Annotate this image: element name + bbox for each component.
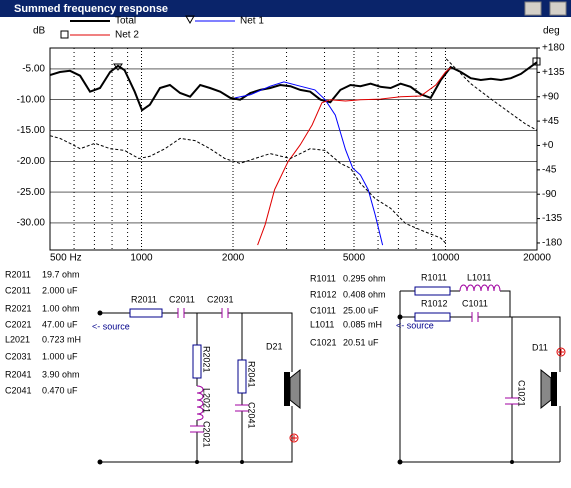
component-label: C2041 — [247, 402, 257, 429]
part-name: R1012 — [310, 289, 337, 299]
part-name: C2041 — [5, 385, 32, 395]
part-value: 2.000 uF — [42, 285, 78, 295]
part-value: 0.723 mH — [42, 334, 81, 344]
curve-marker — [532, 57, 541, 66]
schematic-left: R2011 C2011 C2031 R2021 L2021 C2021 R204… — [92, 294, 301, 465]
part-name: C2031 — [5, 351, 32, 361]
legend-label: Total — [115, 16, 136, 27]
driver-label: D11 — [532, 342, 548, 352]
source-label: <- source — [396, 320, 434, 330]
y2-tick-label: +135 — [542, 67, 565, 78]
legend-label: Net 1 — [240, 16, 264, 27]
driver-label: D21 — [266, 341, 283, 351]
x-tick-label: 20000 — [523, 253, 551, 264]
x-tick-label: 1000 — [130, 253, 153, 264]
y-tick-label: -25.00 — [17, 187, 46, 198]
y2-tick-label: -90 — [542, 189, 557, 200]
y-axis-label: dB — [33, 26, 46, 37]
component-label: C2021 — [202, 421, 212, 448]
series-line — [49, 58, 538, 244]
part-value: 47.00 uF — [42, 319, 78, 329]
component-label: L2021 — [202, 388, 212, 413]
legend-label: Net 2 — [115, 30, 139, 41]
curve-marker — [113, 63, 123, 71]
x-tick-label: 10000 — [432, 253, 460, 264]
x-tick-label: 5000 — [343, 253, 366, 264]
x-tick-label: 500 Hz — [50, 253, 82, 264]
minimize-button[interactable] — [524, 1, 542, 16]
y2-tick-label: +180 — [542, 43, 565, 54]
y-tick-label: -10.00 — [17, 94, 46, 105]
part-value: 3.90 ohm — [42, 369, 80, 379]
y2-tick-label: -180 — [542, 238, 562, 249]
y2-tick-label: +45 — [542, 116, 559, 127]
x-tick-label: 2000 — [222, 253, 245, 264]
part-value: 1.00 ohm — [42, 303, 80, 313]
plot-frame — [49, 47, 538, 251]
component-label: L1011 — [467, 272, 491, 282]
component-label: R2041 — [247, 361, 257, 388]
component-label: C1011 — [462, 298, 488, 308]
series-line — [49, 61, 538, 112]
y2-tick-label: -135 — [542, 213, 562, 224]
title-bar — [0, 0, 571, 17]
maximize-button[interactable] — [549, 1, 567, 16]
part-name: R1011 — [310, 273, 336, 283]
y-tick-label: -5.00 — [22, 64, 45, 75]
chart: dB deg 500 Hz 1000 2000 5000 10000 20000 -5.00 -1… — [17, 16, 565, 264]
part-name: C2011 — [5, 285, 31, 295]
component-label: C2031 — [207, 294, 234, 304]
y-tick-label: -30.00 — [17, 218, 46, 229]
series-line — [234, 81, 384, 246]
y-tick-label: -15.00 — [17, 125, 46, 136]
legend-marker — [185, 15, 195, 25]
legend-marker — [60, 30, 69, 39]
component-label: R1012 — [421, 298, 448, 308]
part-name: R2021 — [5, 303, 32, 313]
part-name: R2011 — [5, 269, 31, 279]
part-name: R2041 — [5, 369, 32, 379]
y2-axis-label: deg — [543, 26, 560, 37]
part-value: 25.00 uF — [343, 305, 379, 315]
part-value: 19.7 ohm — [42, 269, 80, 279]
source-label: <- source — [92, 321, 130, 331]
part-value: 0.470 uF — [42, 385, 78, 395]
parts-list: R2011 19.7 ohm C2011 2.000 uF R2021 1.00 ohm C… — [5, 269, 386, 395]
component-label: R2011 — [131, 294, 157, 304]
part-name: C1011 — [310, 305, 336, 315]
component-label: R2021 — [202, 346, 212, 373]
part-name: L1011 — [310, 319, 334, 329]
component-label: R1011 — [421, 272, 447, 282]
part-value: 1.000 uF — [42, 351, 78, 361]
y2-tick-label: -45 — [542, 164, 557, 175]
schematic-right: R1011 L1011 R1012 C1011 C1021 D11 <- sou… — [396, 272, 566, 465]
part-value: 20.51 uF — [343, 337, 379, 347]
part-value: 0.295 ohm — [343, 273, 386, 283]
series-line — [257, 67, 452, 246]
y2-tick-label: +90 — [542, 91, 559, 102]
y-tick-label: -20.00 — [17, 156, 46, 167]
y2-tick-label: +0 — [542, 140, 554, 151]
part-name: C1021 — [310, 337, 337, 347]
component-label: C2011 — [169, 294, 195, 304]
window-title: Summed frequency response — [14, 3, 168, 15]
part-name: C2021 — [5, 319, 32, 329]
component-label: C1021 — [517, 380, 527, 407]
part-value: 0.085 mH — [343, 319, 382, 329]
part-name: L2021 — [5, 334, 30, 344]
part-value: 0.408 ohm — [343, 289, 386, 299]
